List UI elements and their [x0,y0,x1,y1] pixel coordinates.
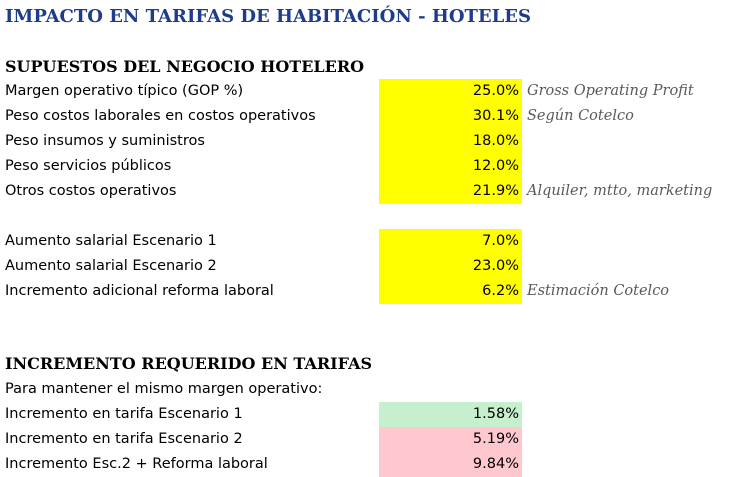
assumption-value-cell[interactable]: 30.1% [379,104,522,129]
result-value-cell[interactable]: 9.84% [379,452,522,477]
scenario-row-2: Aumento salarial Escenario 2 23.0% [0,254,732,279]
result-value-cell[interactable]: 1.58% [379,402,522,427]
assumption-note: Alquiler, mtto, marketing [527,183,713,199]
assumption-row-gop: Margen operativo típico (GOP %) 25.0% Gr… [0,79,732,104]
results-header: INCREMENTO REQUERIDO EN TARIFAS [5,354,373,373]
result-value-cell[interactable]: 5.19% [379,427,522,452]
scenario-label: Aumento salarial Escenario 2 [5,258,217,274]
assumption-value-cell[interactable]: 12.0% [379,154,522,179]
assumption-row-utilities-weight: Peso servicios públicos 12.0% [0,154,732,179]
result-label: Incremento Esc.2 + Reforma laboral [5,456,268,472]
result-label: Incremento en tarifa Escenario 2 [5,431,243,447]
results-subtitle-row: Para mantener el mismo margen operativo: [0,377,732,402]
result-row-scenario-2: Incremento en tarifa Escenario 2 5.19% [0,427,732,452]
assumption-label: Peso costos laborales en costos operativ… [5,108,316,124]
scenario-note: Estimación Cotelco [527,283,670,299]
assumption-label: Peso insumos y suministros [5,133,205,149]
assumptions-header: SUPUESTOS DEL NEGOCIO HOTELERO [5,57,365,76]
scenario-row-reform: Incremento adicional reforma laboral 6.2… [0,279,732,304]
scenario-value-cell[interactable]: 6.2% [379,279,522,304]
scenario-label: Incremento adicional reforma laboral [5,283,274,299]
scenario-label: Aumento salarial Escenario 1 [5,233,217,249]
results-subtitle: Para mantener el mismo margen operativo: [5,381,323,397]
scenario-value-cell[interactable]: 23.0% [379,254,522,279]
assumption-label: Margen operativo típico (GOP %) [5,83,244,99]
assumption-row-other-costs: Otros costos operativos 21.9% Alquiler, … [0,179,732,204]
assumption-label: Peso servicios públicos [5,158,172,174]
assumption-value-cell[interactable]: 18.0% [379,129,522,154]
assumption-note: Gross Operating Profit [527,83,694,99]
result-row-scenario-2-reform: Incremento Esc.2 + Reforma laboral 9.84% [0,452,732,477]
result-label: Incremento en tarifa Escenario 1 [5,406,243,422]
assumption-value-cell[interactable]: 25.0% [379,79,522,104]
assumption-value-cell[interactable]: 21.9% [379,179,522,204]
result-row-scenario-1: Incremento en tarifa Escenario 1 1.58% [0,402,732,427]
assumption-label: Otros costos operativos [5,183,177,199]
scenario-value-cell[interactable]: 7.0% [379,229,522,254]
assumption-row-supplies-weight: Peso insumos y suministros 18.0% [0,129,732,154]
sheet-title: IMPACTO EN TARIFAS DE HABITACIÓN - HOTEL… [5,6,531,27]
assumption-note: Según Cotelco [527,108,634,124]
assumption-row-labor-weight: Peso costos laborales en costos operativ… [0,104,732,129]
scenario-row-1: Aumento salarial Escenario 1 7.0% [0,229,732,254]
